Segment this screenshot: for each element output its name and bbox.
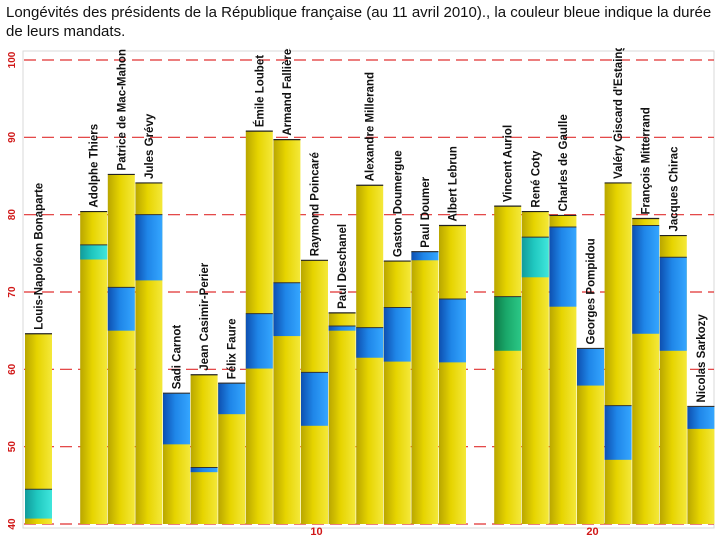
mandate-segment bbox=[659, 257, 687, 351]
lifespan-bar bbox=[328, 312, 356, 524]
x-index-label: 20 bbox=[586, 526, 598, 538]
mandate-segment bbox=[218, 383, 246, 415]
president-name-label: Gaston Doumergue bbox=[392, 150, 404, 257]
president-name-label: Jacques Chirac bbox=[668, 146, 680, 232]
president-name-label: Jean Casimir-Perier bbox=[199, 262, 211, 371]
mandate-segment bbox=[687, 406, 715, 429]
mandate-segment bbox=[494, 296, 522, 351]
president-longevity-chart: 40 50 60 70 80 90 100 Louis-Napoléon Bonaparte A… bbox=[7, 48, 715, 538]
president-bar: Jacques Chirac bbox=[659, 146, 687, 524]
y-tick-label: 40 bbox=[7, 518, 18, 530]
mandate-segment bbox=[107, 287, 135, 331]
lifespan-bar bbox=[604, 182, 632, 524]
president-name-label: Georges Pompidou bbox=[586, 238, 598, 344]
mandate-segment bbox=[577, 348, 604, 386]
president-name-label: Raymond Poincaré bbox=[310, 152, 322, 256]
mandate-segment bbox=[273, 282, 301, 337]
president-name-label: Louis-Napoléon Bonaparte bbox=[34, 183, 46, 330]
mandate-segment bbox=[80, 244, 108, 260]
mandate-segment bbox=[549, 227, 577, 307]
president-name-label: Patrice de Mac-Mahon bbox=[116, 49, 128, 170]
chart-title: Longévités des présidents de la Républiq… bbox=[6, 4, 712, 40]
mandate-segment bbox=[245, 313, 273, 369]
president-name-label: Jules Grévy bbox=[144, 113, 156, 179]
president-name-label: Paul Doumer bbox=[420, 176, 432, 247]
president-bar: Albert Lebrun bbox=[439, 146, 466, 524]
president-bar: Raymond Poincaré bbox=[301, 152, 328, 524]
president-bar: Valéry Giscard d'Estaing bbox=[604, 48, 632, 524]
mandate-segment bbox=[163, 393, 190, 445]
president-name-label: Armand Fallières bbox=[282, 48, 294, 136]
president-name-label: Adolphe Thiers bbox=[89, 124, 101, 208]
president-name-label: François Mitterrand bbox=[641, 107, 653, 214]
president-bar: Charles de Gaulle bbox=[549, 114, 577, 524]
x-index-label: 10 bbox=[310, 526, 322, 538]
president-bar: Nicolas Sarkozy bbox=[687, 314, 715, 524]
president-bar: Émile Loubet bbox=[245, 55, 273, 524]
president-bar: Paul Doumer bbox=[411, 176, 439, 524]
president-bar: Félix Faure bbox=[218, 319, 246, 524]
y-tick-label: 50 bbox=[7, 441, 18, 453]
y-tick-label: 70 bbox=[7, 286, 18, 298]
lifespan-bar bbox=[190, 374, 218, 524]
mandate-segment bbox=[632, 225, 660, 334]
president-bar: Alexandre Millerand bbox=[356, 72, 384, 524]
president-bar: Jules Grévy bbox=[135, 113, 163, 524]
plot-frame bbox=[22, 50, 715, 529]
president-name-label: René Coty bbox=[530, 150, 542, 207]
mandate-segment bbox=[301, 372, 328, 426]
lifespan-bar bbox=[411, 251, 439, 524]
mandate-segment bbox=[521, 237, 549, 278]
mandate-segment bbox=[356, 327, 384, 358]
president-bar: Jean Casimir-Perier bbox=[190, 262, 218, 524]
president-bar: Georges Pompidou bbox=[577, 238, 604, 524]
president-name-label: Émile Loubet bbox=[253, 55, 266, 127]
mandate-segment bbox=[604, 405, 632, 460]
y-tick-label: 80 bbox=[7, 209, 18, 221]
president-bar: Adolphe Thiers bbox=[80, 124, 108, 524]
president-name-label: Alexandre Millerand bbox=[365, 72, 377, 181]
president-name-label: Charles de Gaulle bbox=[558, 114, 570, 211]
lifespan-bar bbox=[439, 225, 466, 524]
president-name-label: Sadi Carnot bbox=[172, 325, 184, 390]
mandate-segment bbox=[135, 214, 163, 281]
president-bar: Patrice de Mac-Mahon bbox=[107, 49, 135, 524]
lifespan-bar bbox=[80, 211, 108, 524]
y-tick-label: 90 bbox=[7, 131, 18, 143]
mandate-segment bbox=[25, 489, 52, 519]
lifespan-bar bbox=[383, 261, 411, 524]
president-name-label: Albert Lebrun bbox=[448, 146, 460, 221]
president-bar: Sadi Carnot bbox=[163, 325, 190, 524]
mandate-segment bbox=[190, 467, 218, 473]
president-bar: François Mitterrand bbox=[632, 107, 660, 525]
president-name-label: Félix Faure bbox=[227, 319, 239, 380]
lifespan-bar bbox=[107, 174, 135, 524]
y-tick-label: 60 bbox=[7, 363, 18, 375]
mandate-segment bbox=[439, 298, 466, 363]
y-tick-label: 100 bbox=[7, 51, 18, 68]
president-bar: Louis-Napoléon Bonaparte bbox=[25, 183, 52, 524]
mandate-segment bbox=[328, 326, 356, 331]
president-name-label: Vincent Auriol bbox=[503, 125, 515, 202]
president-name-label: Valéry Giscard d'Estaing bbox=[613, 48, 625, 179]
mandate-segment bbox=[411, 251, 439, 261]
president-bar: René Coty bbox=[521, 150, 549, 524]
president-bar: Vincent Auriol bbox=[494, 125, 522, 524]
president-name-label: Nicolas Sarkozy bbox=[696, 314, 708, 403]
lifespan-bar bbox=[494, 206, 522, 524]
president-bar: Gaston Doumergue bbox=[383, 150, 411, 524]
president-bar: Paul Deschanel bbox=[328, 224, 356, 524]
president-name-label: Paul Deschanel bbox=[337, 224, 349, 309]
president-bar: Armand Fallières bbox=[273, 48, 301, 525]
mandate-segment bbox=[383, 307, 411, 362]
